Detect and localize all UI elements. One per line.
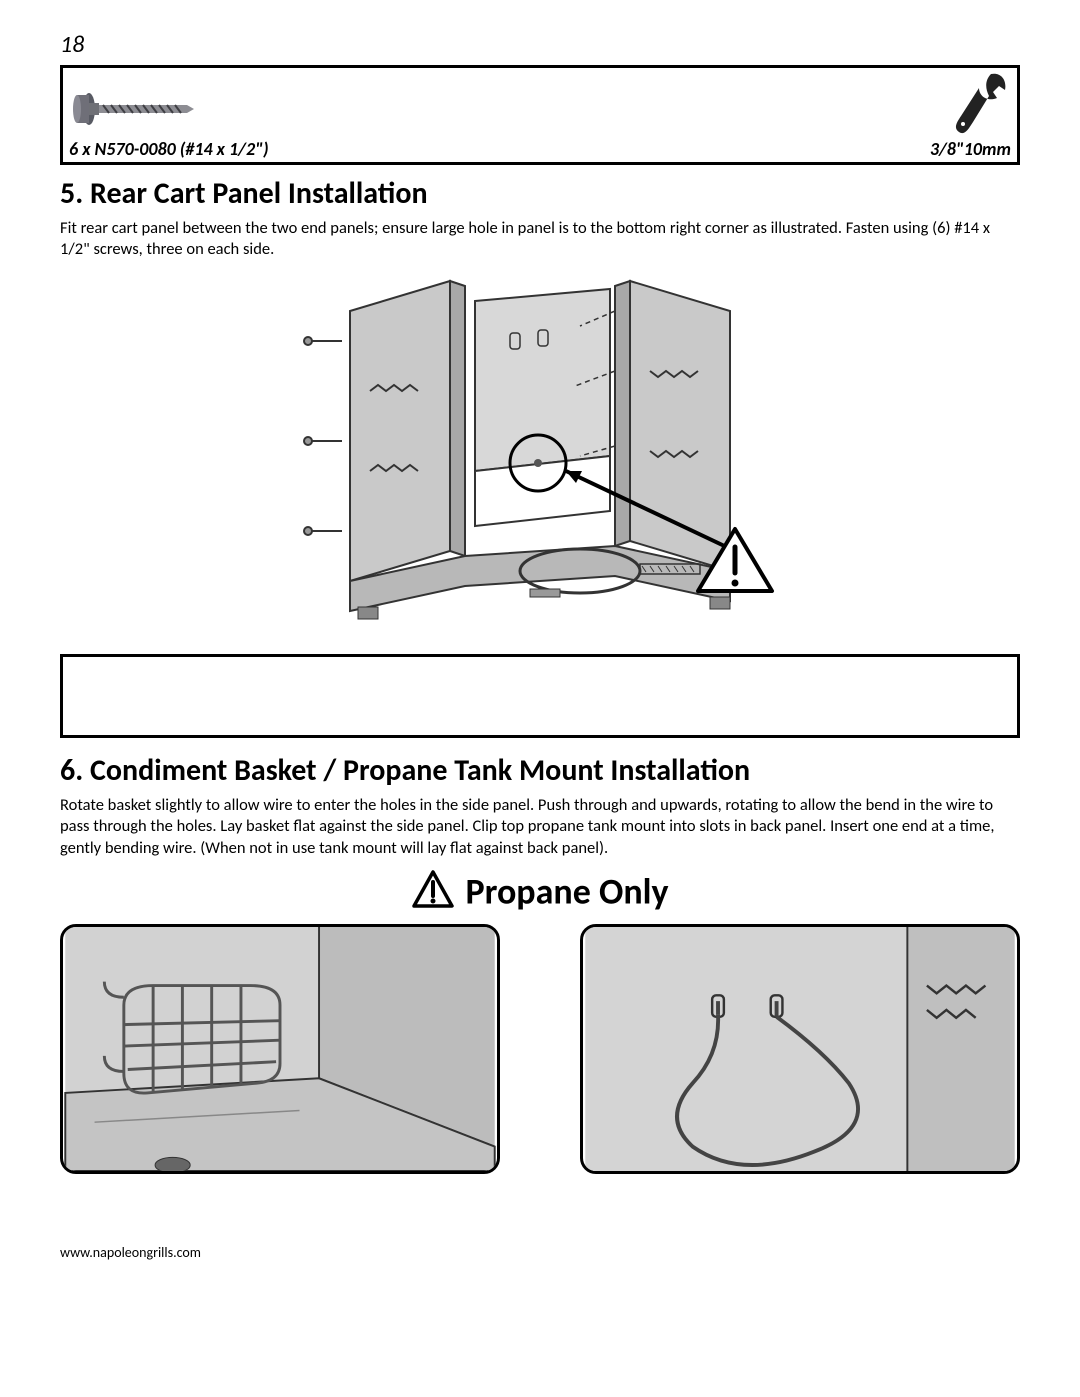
cart-assembly-diagram (280, 271, 800, 641)
warning-icon (411, 869, 455, 909)
screw-icon (69, 81, 199, 136)
hardware-box: 6 x N570-0080 (#14 x 1/2") 3/8"10mm (60, 65, 1020, 165)
wrench-label: 3/8"10mm (930, 138, 1011, 160)
step5-heading: 5. Rear Cart Panel Installation (60, 175, 1020, 212)
step5-body: Fit rear cart panel between the two end … (60, 218, 1020, 261)
divider-box (60, 654, 1020, 738)
step6-heading: 6. Condiment Basket / Propane Tank Mount… (60, 752, 1020, 789)
propane-only-header: Propane Only (60, 869, 1020, 914)
condiment-basket-figure (60, 924, 500, 1174)
step6-body: Rotate basket slightly to allow wire to … (60, 795, 1020, 859)
propane-only-label: Propane Only (465, 870, 668, 914)
page-number: 18 (60, 30, 1020, 59)
tank-mount-figure (580, 924, 1020, 1174)
screw-label: 6 x N570-0080 (#14 x 1/2") (69, 138, 269, 160)
wrench-icon (951, 66, 1011, 136)
footer-url: www.napoleongrills.com (60, 1244, 1020, 1261)
